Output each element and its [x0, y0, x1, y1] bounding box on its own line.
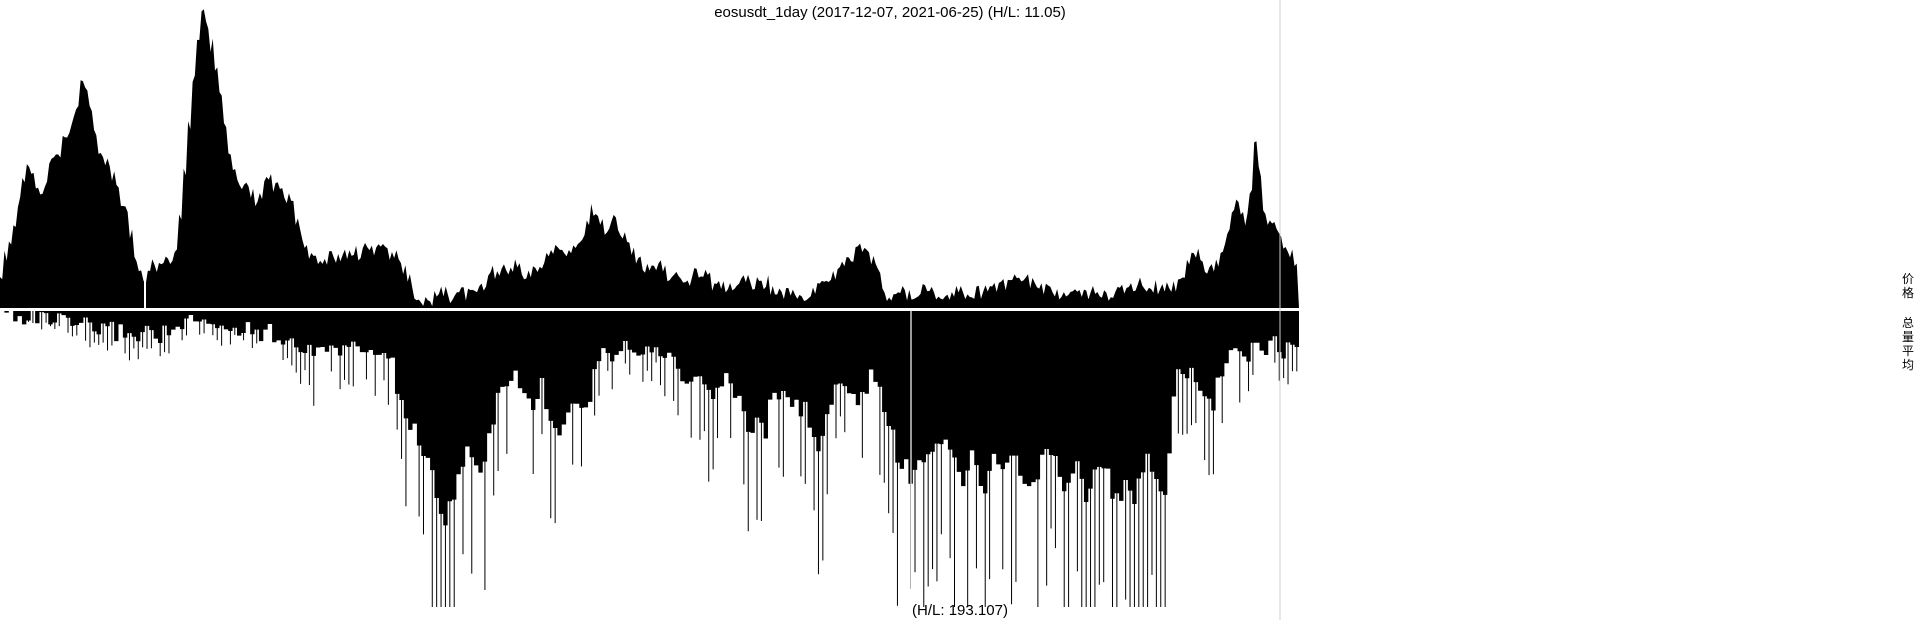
chart-title: eosusdt_1day (2017-12-07, 2021-06-25) (H… [714, 4, 1066, 21]
top-series-shape [0, 9, 1299, 309]
side-label-volume-avg: 总量平均 [1901, 316, 1914, 372]
top-series-area [0, 9, 1299, 309]
bottom-series-shape [0, 311, 1299, 526]
side-label-price: 价格 [1901, 272, 1914, 300]
bottom-label: (H/L: 193.107) [912, 602, 1008, 619]
divider-line [0, 308, 1299, 311]
bottom-series-area [0, 311, 1299, 607]
